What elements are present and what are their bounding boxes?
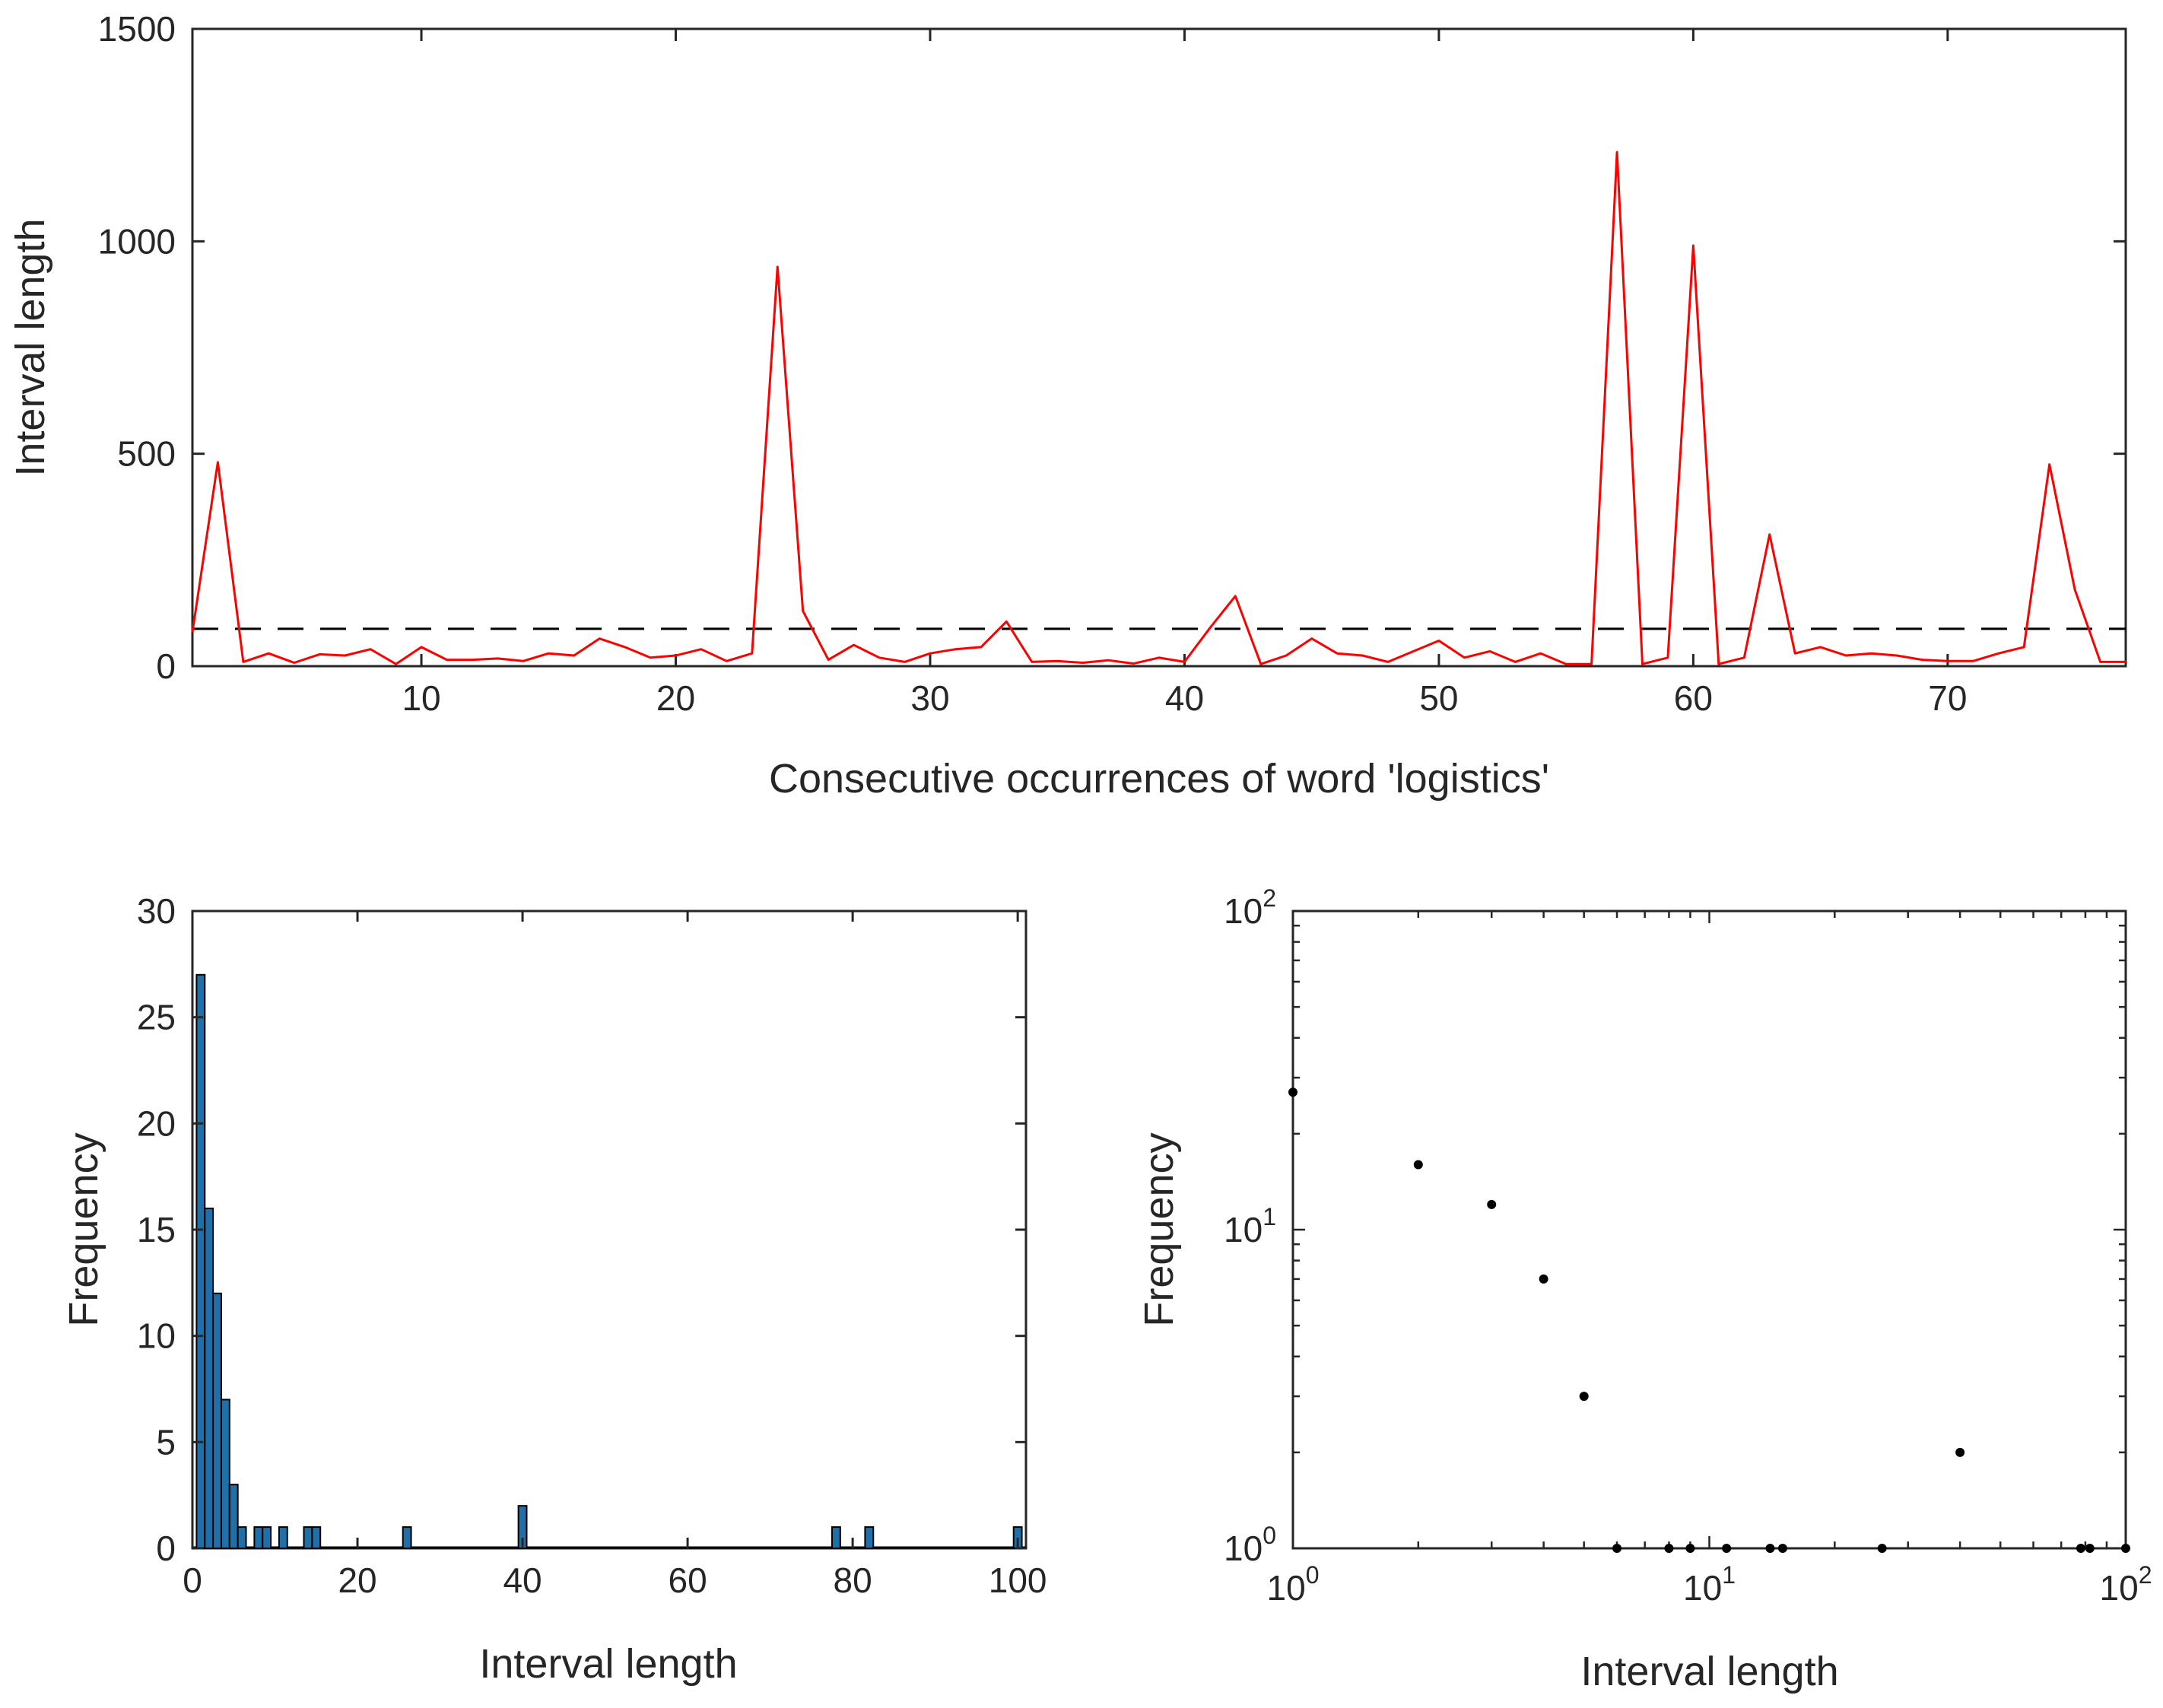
scatter-point: [1612, 1544, 1622, 1553]
loglog-points: [1288, 1087, 2130, 1553]
line-chart-y-axis-label: Interval length: [8, 218, 53, 476]
y-tick-label: 100: [1224, 1522, 1276, 1568]
histogram-bar: [228, 1484, 239, 1549]
x-tick-label: 100: [989, 1560, 1047, 1600]
histogram-bar: [220, 1398, 230, 1550]
scatter-point: [2121, 1544, 2130, 1553]
histogram-y-axis-label: Frequency: [61, 1132, 106, 1326]
scatter-point: [2076, 1544, 2085, 1553]
scatter-point: [1579, 1392, 1589, 1402]
histogram-bar: [253, 1526, 264, 1549]
scatter-point: [1487, 1199, 1497, 1209]
scatter-point: [1664, 1544, 1674, 1553]
x-tick-label: 0: [183, 1560, 202, 1600]
x-tick-label: 40: [1165, 678, 1204, 718]
histogram-tick-labels: 0 20 40 60 80 100 0 5 10 15 20 25 30: [137, 891, 1047, 1600]
loglog-x-axis-label: Interval length: [1580, 1649, 1838, 1694]
scatter-point: [1685, 1544, 1695, 1553]
histogram-bar: [212, 1292, 222, 1550]
histogram-bar: [204, 1208, 214, 1549]
x-tick-label: 100: [1267, 1561, 1320, 1608]
y-tick-label: 10: [137, 1316, 176, 1356]
y-tick-label: 30: [137, 891, 176, 931]
histogram-bar: [402, 1526, 412, 1549]
loglog-y-axis-label: Frequency: [1136, 1132, 1182, 1326]
y-tick-label: 500: [117, 434, 176, 474]
interval-series-line: [191, 151, 2126, 665]
scatter-point: [1777, 1544, 1787, 1553]
histogram-panel: 0 20 40 60 80 100 0 5 10 15 20 25 30 Interval length…: [61, 891, 1047, 1687]
histogram-x-axis-label: Interval length: [479, 1641, 737, 1687]
scatter-point: [1413, 1160, 1423, 1170]
y-tick-label: 101: [1224, 1203, 1276, 1249]
line-chart-tick-labels: 10 20 30 40 50 60 70 0 500 1000 1500: [98, 9, 1968, 718]
x-tick-label: 40: [503, 1560, 542, 1600]
scatter-point: [1955, 1447, 1965, 1457]
y-tick-label: 20: [137, 1103, 176, 1143]
x-tick-label: 60: [1674, 678, 1713, 718]
scatter-point: [1722, 1544, 1732, 1553]
line-chart-plot-area: [191, 27, 2127, 668]
y-tick-label: 25: [137, 998, 176, 1037]
histogram-bar: [864, 1526, 875, 1549]
y-tick-label: 0: [156, 1529, 176, 1568]
scatter-point: [1765, 1544, 1775, 1553]
histogram-bar: [237, 1526, 247, 1549]
x-tick-label: 70: [1928, 678, 1967, 718]
histogram-bar: [831, 1526, 841, 1549]
x-tick-label: 20: [338, 1560, 376, 1600]
histogram-bar: [262, 1526, 272, 1549]
histogram-bar: [195, 973, 206, 1550]
x-tick-label: 101: [1683, 1561, 1736, 1608]
histogram-bar: [311, 1526, 322, 1549]
histogram-ticks: [191, 910, 1026, 1550]
loglog-panel: 100 101 102 100 101 102 Interval length Frequ…: [1136, 884, 2152, 1694]
line-chart-panel: 10 20 30 40 50 60 70 0 500 1000 1500 Consecutive o…: [8, 9, 2127, 802]
histogram-bars: [192, 973, 1026, 1550]
histogram-bar: [303, 1526, 313, 1549]
x-tick-label: 80: [834, 1560, 872, 1600]
x-tick-label: 102: [2100, 1561, 2152, 1608]
x-tick-label: 50: [1419, 678, 1458, 718]
scatter-point: [1288, 1087, 1297, 1097]
x-tick-label: 20: [656, 678, 695, 718]
x-tick-label: 30: [910, 678, 949, 718]
scatter-point: [1539, 1274, 1548, 1284]
x-tick-label: 60: [669, 1560, 707, 1600]
y-tick-label: 5: [156, 1422, 176, 1462]
y-tick-label: 102: [1224, 884, 1276, 931]
y-tick-label: 1500: [98, 9, 176, 49]
scatter-point: [2085, 1544, 2095, 1553]
histogram-bar: [278, 1526, 288, 1549]
histogram-plot-area: [191, 910, 1028, 1550]
line-chart-x-axis-label: Consecutive occurrences of word 'logisti…: [769, 756, 1549, 802]
loglog-plot-area: [1291, 910, 2127, 1550]
y-tick-label: 1000: [98, 221, 176, 261]
scatter-point: [1877, 1544, 1887, 1553]
y-tick-label: 15: [137, 1210, 176, 1249]
x-tick-label: 10: [402, 678, 440, 718]
y-tick-label: 0: [156, 646, 176, 686]
